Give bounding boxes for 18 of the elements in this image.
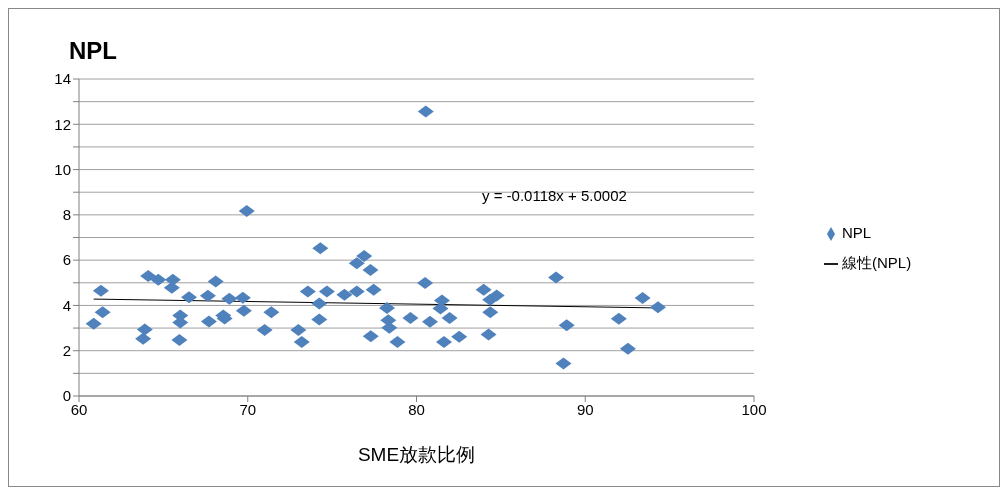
annotation: y = -0.0118x + 5.0002 — [482, 187, 627, 204]
y-tick-label: 2 — [62, 342, 71, 360]
x-tick-label: 80 — [408, 400, 425, 418]
y-tick-label: 12 — [54, 115, 71, 133]
y-tick-label: 6 — [62, 251, 71, 269]
legend-label: NPL — [842, 223, 872, 241]
x-tick-label: 70 — [239, 400, 257, 418]
legend-label: 線性(NPL) — [842, 253, 912, 271]
x-tick-label: 90 — [576, 400, 594, 418]
y-tick-label: 10 — [54, 160, 71, 178]
chart-title: NPL — [69, 37, 117, 65]
x-axis-title: SME放款比例 — [357, 444, 476, 465]
x-tick-label: 100 — [741, 400, 767, 418]
y-tick-label: 0 — [62, 387, 71, 405]
x-tick-label: 60 — [70, 400, 88, 418]
y-tick-label: 4 — [62, 296, 71, 314]
y-tick-label: 14 — [54, 70, 71, 88]
y-tick-label: 8 — [62, 206, 71, 224]
